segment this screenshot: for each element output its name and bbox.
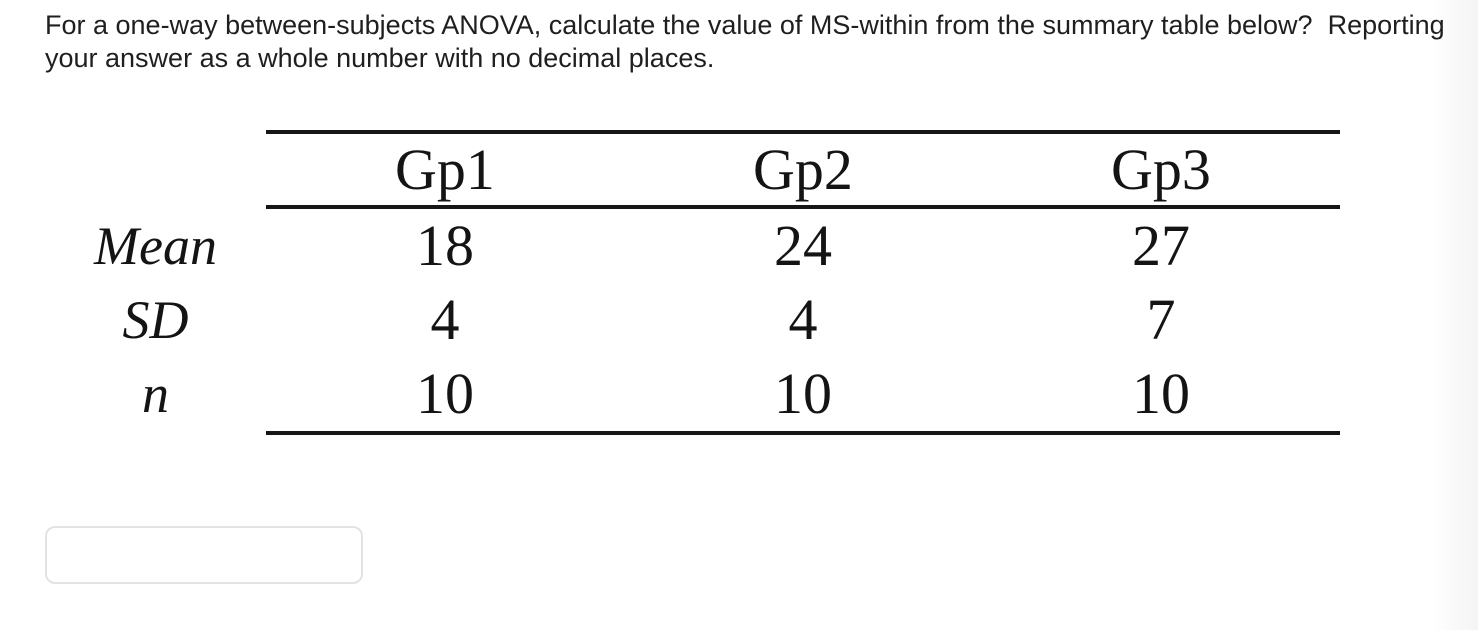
cell-sd-gp2: 4 — [788, 287, 818, 352]
page-edge-shading — [1432, 0, 1478, 630]
question-text: For a one-way between-subjects ANOVA, ca… — [45, 9, 1478, 75]
answer-input[interactable] — [45, 526, 363, 584]
cell-mean-gp3: 27 — [1132, 213, 1190, 278]
question-line-1: For a one-way between-subjects ANOVA, ca… — [45, 10, 1445, 40]
cell-sd-gp1: 4 — [430, 287, 460, 352]
cell-n-gp2: 10 — [774, 361, 832, 426]
table-row-sd: SD 4 4 7 — [45, 283, 1340, 357]
cell-n-gp3: 10 — [1132, 361, 1190, 426]
table-top-rule — [266, 130, 1340, 134]
cell-mean-gp1: 18 — [416, 213, 474, 278]
column-header-gp1: Gp1 — [395, 136, 495, 202]
column-header-gp3: Gp3 — [1111, 136, 1211, 202]
table-bottom-rule — [266, 431, 1340, 435]
table-row-n: n 10 10 10 — [45, 357, 1340, 431]
table-header-row: Gp1 Gp2 Gp3 — [45, 134, 1340, 205]
column-header-gp2: Gp2 — [753, 136, 853, 202]
row-label-n: n — [142, 364, 169, 424]
cell-sd-gp3: 7 — [1146, 287, 1176, 352]
cell-n-gp1: 10 — [416, 361, 474, 426]
table-header-rule — [266, 205, 1340, 209]
cell-mean-gp2: 24 — [774, 213, 832, 278]
question-line-2: your answer as a whole number with no de… — [45, 43, 715, 73]
anova-summary-table: Gp1 Gp2 Gp3 Mean 18 24 27 SD 4 4 7 n 10 … — [45, 130, 1340, 435]
row-label-sd: SD — [122, 290, 189, 350]
row-label-mean: Mean — [94, 216, 217, 276]
table-row-mean: Mean 18 24 27 — [45, 209, 1340, 283]
